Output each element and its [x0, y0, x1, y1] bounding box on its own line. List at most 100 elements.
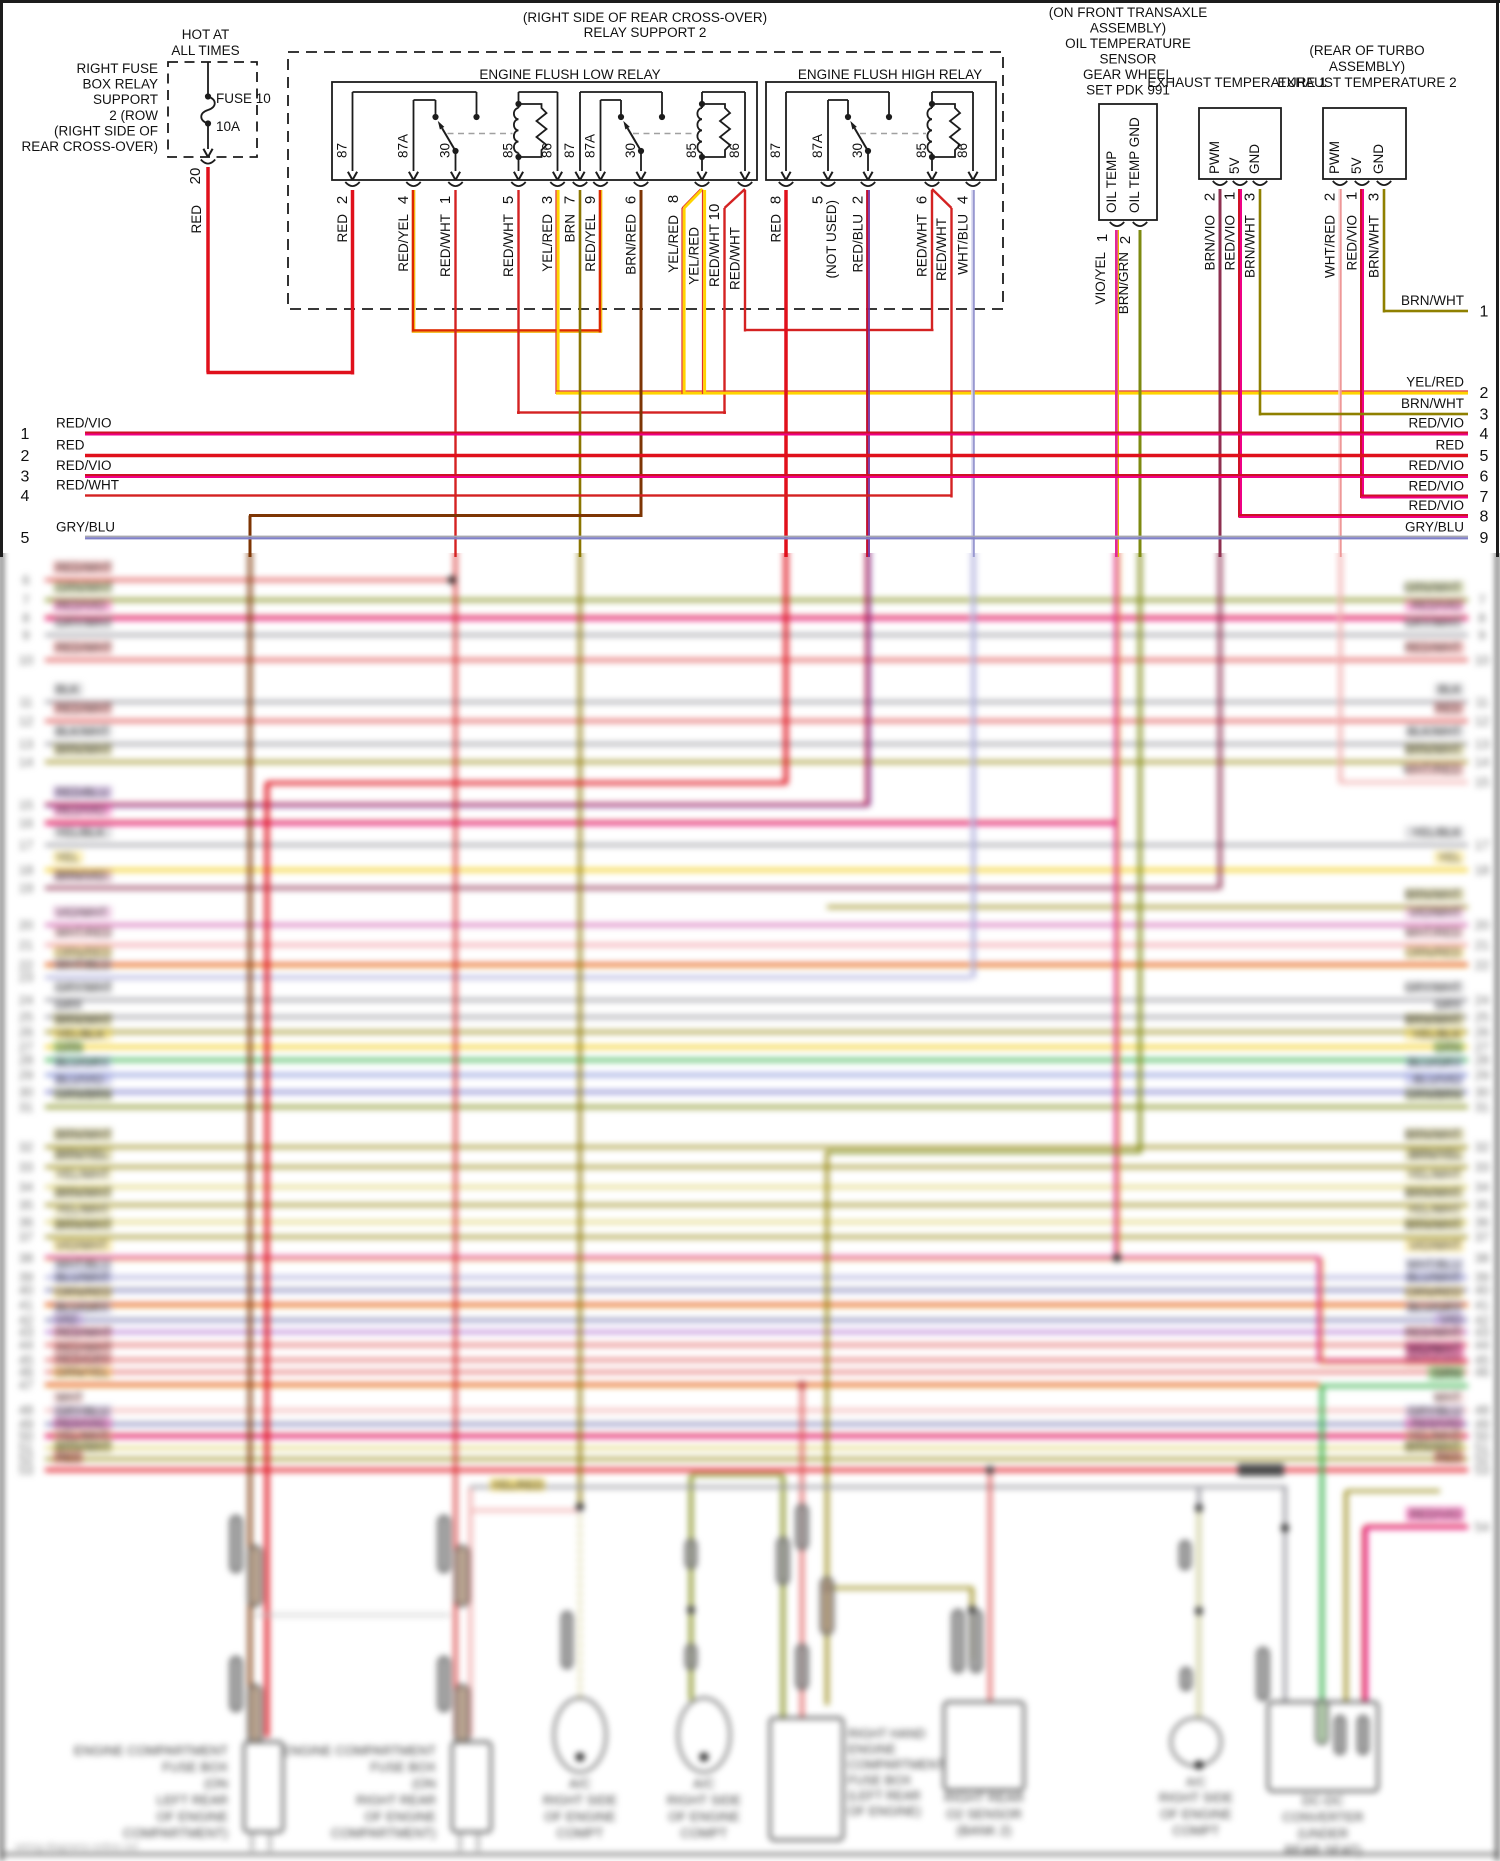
svg-text:YEL/WHT: YEL/WHT: [1408, 1203, 1462, 1217]
svg-text:87: 87: [335, 143, 350, 158]
svg-text:YEL/RED: YEL/RED: [687, 227, 702, 285]
svg-text:28: 28: [1475, 1053, 1489, 1068]
svg-text:WHT/RED: WHT/RED: [1323, 215, 1338, 278]
svg-text:WHT/BLU: WHT/BLU: [956, 214, 971, 275]
svg-text:5V: 5V: [1227, 157, 1242, 174]
svg-text:SENSOR: SENSOR: [1099, 52, 1156, 67]
svg-text:36: 36: [1475, 1215, 1489, 1230]
svg-text:BRN/WHT: BRN/WHT: [1405, 1218, 1462, 1232]
svg-text:29: 29: [19, 1068, 33, 1083]
svg-text:38: 38: [1475, 1251, 1489, 1266]
svg-text:RIGHT REAR: RIGHT REAR: [944, 1790, 1024, 1805]
svg-text:50: 50: [19, 1429, 33, 1444]
svg-text:87A: 87A: [583, 134, 598, 158]
svg-text:ORN/RED: ORN/RED: [1406, 946, 1462, 960]
svg-text:RIGHT SIDE: RIGHT SIDE: [543, 1793, 617, 1808]
svg-text:44: 44: [19, 1338, 33, 1353]
svg-text:GRY/BLU: GRY/BLU: [1405, 520, 1464, 535]
svg-text:YEL/RED: YEL/RED: [492, 1478, 544, 1492]
svg-text:(BANK 2): (BANK 2): [957, 1823, 1012, 1838]
svg-text:30: 30: [850, 143, 865, 158]
svg-text:6: 6: [22, 573, 29, 588]
svg-text:COMPARTMENT): COMPARTMENT): [123, 1826, 228, 1841]
svg-text:RED: RED: [56, 1451, 82, 1465]
svg-text:ENGINE: ENGINE: [848, 1743, 896, 1757]
svg-text:5: 5: [810, 196, 827, 204]
svg-text:1: 1: [1344, 192, 1361, 200]
svg-text:RED/VIO: RED/VIO: [1345, 215, 1360, 271]
svg-text:RED/VIO: RED/VIO: [1408, 498, 1464, 513]
svg-text:86: 86: [727, 143, 742, 158]
svg-text:52: 52: [19, 1452, 33, 1467]
svg-text:RED/WHT: RED/WHT: [56, 561, 113, 575]
svg-text:OF ENGINE: OF ENGINE: [1160, 1807, 1232, 1822]
svg-text:ASSEMBLY): ASSEMBLY): [1329, 59, 1405, 74]
svg-text:32: 32: [19, 1140, 33, 1155]
svg-text:BRN/GRN: BRN/GRN: [1116, 252, 1131, 314]
svg-text:12: 12: [19, 714, 33, 729]
svg-text:85: 85: [684, 143, 699, 158]
svg-text:RED/WHT: RED/WHT: [438, 214, 453, 277]
svg-text:BLK/WHT: BLK/WHT: [1408, 725, 1462, 739]
svg-text:RIGHT SIDE: RIGHT SIDE: [1159, 1790, 1233, 1805]
svg-text:2: 2: [1322, 193, 1339, 201]
svg-text:41: 41: [19, 1298, 33, 1313]
svg-text:GRN: GRN: [56, 1041, 83, 1055]
svg-text:EXHAUST TEMPERATURE 1: EXHAUST TEMPERATURE 1: [1147, 75, 1326, 90]
svg-text:GRY/BLU: GRY/BLU: [1409, 1405, 1461, 1419]
svg-text:RIGHT HAND: RIGHT HAND: [848, 1727, 926, 1741]
svg-text:RED: RED: [1435, 438, 1464, 453]
svg-text:42: 42: [1475, 1313, 1489, 1328]
svg-text:RED/VIO: RED/VIO: [1410, 1508, 1462, 1522]
svg-text:BLU/GRY: BLU/GRY: [56, 1301, 108, 1315]
svg-text:RED/VIO: RED/VIO: [1223, 215, 1238, 271]
svg-text:RED/WHT: RED/WHT: [56, 1326, 113, 1340]
svg-text:25: 25: [1475, 1010, 1489, 1025]
svg-text:RED/BLU: RED/BLU: [56, 786, 108, 800]
svg-text:GRY/WHT: GRY/WHT: [1405, 616, 1462, 630]
svg-text:30: 30: [623, 143, 638, 158]
svg-text:WHT/BLU: WHT/BLU: [56, 1258, 110, 1272]
svg-text:YEL/BLK: YEL/BLK: [56, 1028, 105, 1042]
svg-text:ENGINE FLUSH LOW RELAY: ENGINE FLUSH LOW RELAY: [479, 67, 660, 82]
svg-text:GRY/BLU: GRY/BLU: [56, 520, 115, 535]
svg-text:6: 6: [914, 196, 931, 204]
svg-text:HOT AT: HOT AT: [182, 27, 230, 42]
svg-text:46: 46: [1475, 1365, 1489, 1380]
svg-text:GRN/BRN: GRN/BRN: [56, 1088, 111, 1102]
svg-text:BRN/WHT: BRN/WHT: [1405, 888, 1462, 902]
svg-text:(LEFT REAR: (LEFT REAR: [848, 1789, 921, 1803]
svg-text:RED/VIO: RED/VIO: [56, 804, 105, 818]
svg-text:38: 38: [19, 1251, 33, 1266]
svg-text:44: 44: [1475, 1338, 1489, 1353]
svg-text:1: 1: [437, 196, 454, 204]
svg-text:BRN/WHT: BRN/WHT: [1405, 1440, 1462, 1454]
svg-text:DC-DC: DC-DC: [1302, 1793, 1344, 1808]
svg-text:5V: 5V: [1349, 157, 1364, 174]
svg-text:20: 20: [19, 918, 33, 933]
svg-text:YEL/RED: YEL/RED: [1406, 375, 1464, 390]
svg-text:5: 5: [1480, 448, 1489, 465]
svg-text:GRY/BLU: GRY/BLU: [56, 1405, 108, 1419]
svg-text:43: 43: [1475, 1325, 1489, 1340]
svg-text:WHT: WHT: [1434, 1391, 1462, 1405]
svg-text:YEL/WHT: YEL/WHT: [1408, 1429, 1462, 1443]
svg-text:37: 37: [19, 1230, 33, 1245]
svg-text:RED/VIO: RED/VIO: [56, 458, 112, 473]
svg-text:WHT: WHT: [56, 1391, 84, 1405]
svg-text:BRN/YEL: BRN/YEL: [1410, 1148, 1462, 1162]
svg-text:51: 51: [1475, 1441, 1489, 1456]
svg-text:RED/VIO: RED/VIO: [56, 416, 112, 431]
svg-text:20: 20: [1475, 918, 1489, 933]
svg-text:2: 2: [850, 196, 867, 204]
svg-text:FUSE 10: FUSE 10: [216, 91, 271, 106]
svg-text:VIO: VIO: [1440, 1313, 1461, 1327]
svg-text:6: 6: [1480, 469, 1489, 486]
svg-text:10: 10: [706, 204, 723, 221]
svg-text:1: 1: [21, 426, 30, 443]
svg-text:31: 31: [1475, 1100, 1489, 1115]
svg-text:PWM: PWM: [1207, 141, 1222, 174]
svg-text:GND: GND: [1247, 144, 1262, 174]
svg-text:LEFT REAR: LEFT REAR: [157, 1793, 228, 1808]
svg-text:YEL/BLK: YEL/BLK: [1412, 1028, 1461, 1042]
